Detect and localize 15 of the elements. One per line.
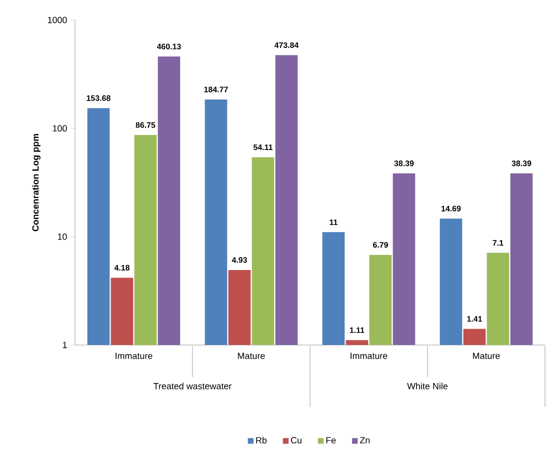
y-tick-label: 10 [58, 233, 67, 240]
legend-label: Zn [360, 437, 370, 444]
y-tick-label: 100 [52, 125, 67, 132]
x-tick-label: Mature [473, 352, 500, 360]
y-tick-label: 1000 [48, 16, 67, 24]
legend-label: Fe [326, 437, 336, 444]
text: Treated wastewater [154, 382, 232, 390]
x-tick-label: Mature [238, 352, 265, 360]
x-tick-label: Immature [116, 352, 152, 360]
x-tick-label: Immature [350, 352, 388, 360]
legend-label: Rb [256, 436, 267, 444]
y-axis-title: Concenration Log ppm [32, 134, 40, 232]
text: White Nile [407, 382, 448, 390]
legend-label: Cu [291, 437, 302, 444]
y-tick-label: 1 [62, 342, 67, 348]
